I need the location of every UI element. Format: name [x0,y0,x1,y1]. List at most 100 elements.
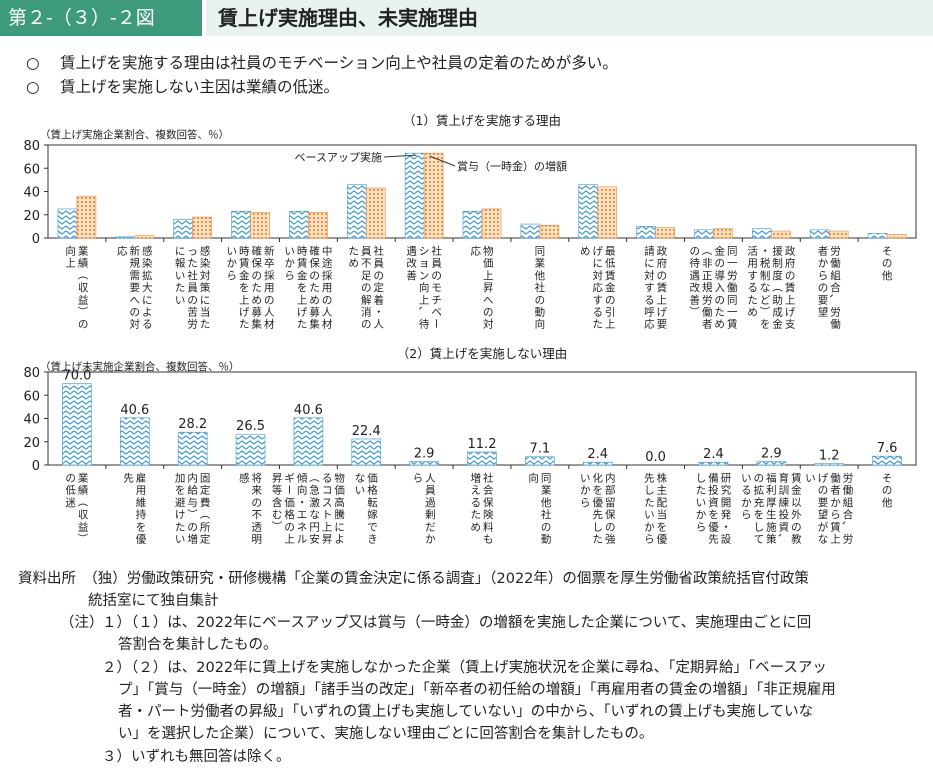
category-label-char: 充 [754,496,765,509]
category-label-char: 対 [200,269,211,282]
category-label-char: 増 [187,533,198,546]
bar [308,212,328,239]
y-tick-label: 60 [23,389,40,404]
category-label-char: の [689,246,700,258]
category-label-char: ） [76,306,88,317]
category-label-char: を [175,485,186,497]
category-label-char: 向 [297,484,308,497]
category-label-char: 募 [252,306,263,319]
note-line-4: プ」「賞与（一時金）の増額」「諸手当の改定」「新卒者の初任給の増額」「再雇用者の… [118,682,836,698]
annotation-leader [429,155,456,167]
category-label-char: 資 [779,521,790,533]
category-label-char: 上 [830,534,841,546]
category-label-char: 度 [772,269,783,282]
category-label-char: 上 [297,294,308,306]
data-label: 40.6 [294,403,323,418]
category-label-char: 訓 [779,484,790,497]
category-label-char: っ [187,246,198,258]
category-label-char: た [239,319,250,331]
category-label-char: 業 [535,257,546,270]
category-label-char: （ [76,496,88,507]
category-label-char: る [471,497,482,509]
category-label-char: 教 [791,533,802,546]
category-label-char: 優 [708,520,719,533]
category-label-char: 改 [689,281,700,294]
category-label-char: 明 [252,534,263,546]
category-label-char: 業 [541,484,552,497]
category-label-char: め [349,258,360,270]
category-label-char: 要 [657,319,668,331]
category-label-char: へ [130,294,141,306]
category-label-char: た [200,319,211,331]
category-label-char: 非 [702,258,713,270]
category-label-char: 時 [297,246,308,258]
bar [231,210,251,239]
bar [115,236,136,239]
category-label-char: 向 [535,318,546,331]
bar [539,224,560,239]
category-label-char: の [605,521,616,533]
category-label-char: 働 [702,306,713,319]
annotation-leader [383,154,417,158]
category-label-char: 賃 [785,281,796,294]
category-label-char: 員 [374,258,385,270]
category-label-char: 上 [322,521,333,533]
category-label-char: の [714,294,725,306]
category-label-char: 透 [252,521,263,533]
category-label-char: の [187,294,198,306]
category-label-char: 同 [727,246,738,258]
category-label-char: 益 [78,520,89,533]
category-label-char: 府 [657,257,668,270]
bar [872,455,902,466]
data-label: 28.2 [178,417,207,432]
category-label-char: ら [227,270,238,282]
category-label-char: ベ [431,307,442,319]
summary-text-2: 賃上げを実施しない主因は業績の低迷。 [60,78,340,96]
category-label-char: 育 [779,472,790,485]
category-label-char: 合 [830,281,841,294]
category-label-char: 賃 [657,281,668,294]
category-label-char: 投 [779,508,790,521]
category-label-char: 剰 [425,509,436,521]
category-label-char: 用 [322,282,333,294]
category-label-char: の [882,258,893,270]
category-label-char: 価 [334,484,345,497]
category-label-char: 加 [175,473,186,485]
bar [57,208,78,239]
category-label-char: て [754,534,765,546]
category-label-char: ー [282,484,294,495]
category-label-char: す [747,270,758,282]
bar [76,195,97,239]
category-label-char: か [425,534,436,546]
y-tick-label: 40 [23,186,40,201]
category-label-char: 、 [828,294,840,305]
category-label-char: ら [580,497,591,509]
bar [867,233,888,239]
category-label-char: 善 [689,293,700,306]
category-label-char: 用 [747,258,758,270]
y-tick-label: 80 [23,139,40,154]
category-label-char: に [175,246,186,258]
category-label-char: の [714,258,725,270]
category-label-char: 資 [708,497,719,509]
note-line-3: ２）（２）は、2022年に賃上げを実施しなかった企業（賃上げ実施状況を企業に尋ね… [102,660,827,676]
bar [173,219,193,239]
category-label-char: 望 [818,508,829,521]
category-label-char: か [830,497,841,509]
category-label-char: 上 [785,294,796,306]
category-label-char: 優 [592,496,603,509]
category-label-char: ン [419,270,430,282]
bar [120,417,150,466]
category-label-char: に [644,258,655,270]
category-label-char: 厚 [766,497,777,509]
category-label-char: 会 [483,484,494,497]
category-label-char: ら [413,473,424,485]
category-label-char: 感 [200,245,211,258]
category-label-char: 材 [322,318,333,331]
category-label-char: け [175,509,186,521]
category-label-char: 援 [772,245,783,258]
category-label-char: 要 [818,294,829,306]
category-label-char: 最 [605,246,616,258]
category-label-char: ギ [284,473,295,485]
category-label-char: の [605,294,616,306]
